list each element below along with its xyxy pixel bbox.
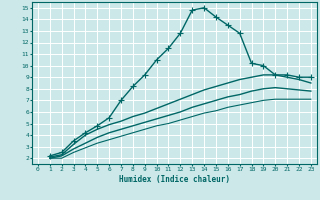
X-axis label: Humidex (Indice chaleur): Humidex (Indice chaleur) — [119, 175, 230, 184]
